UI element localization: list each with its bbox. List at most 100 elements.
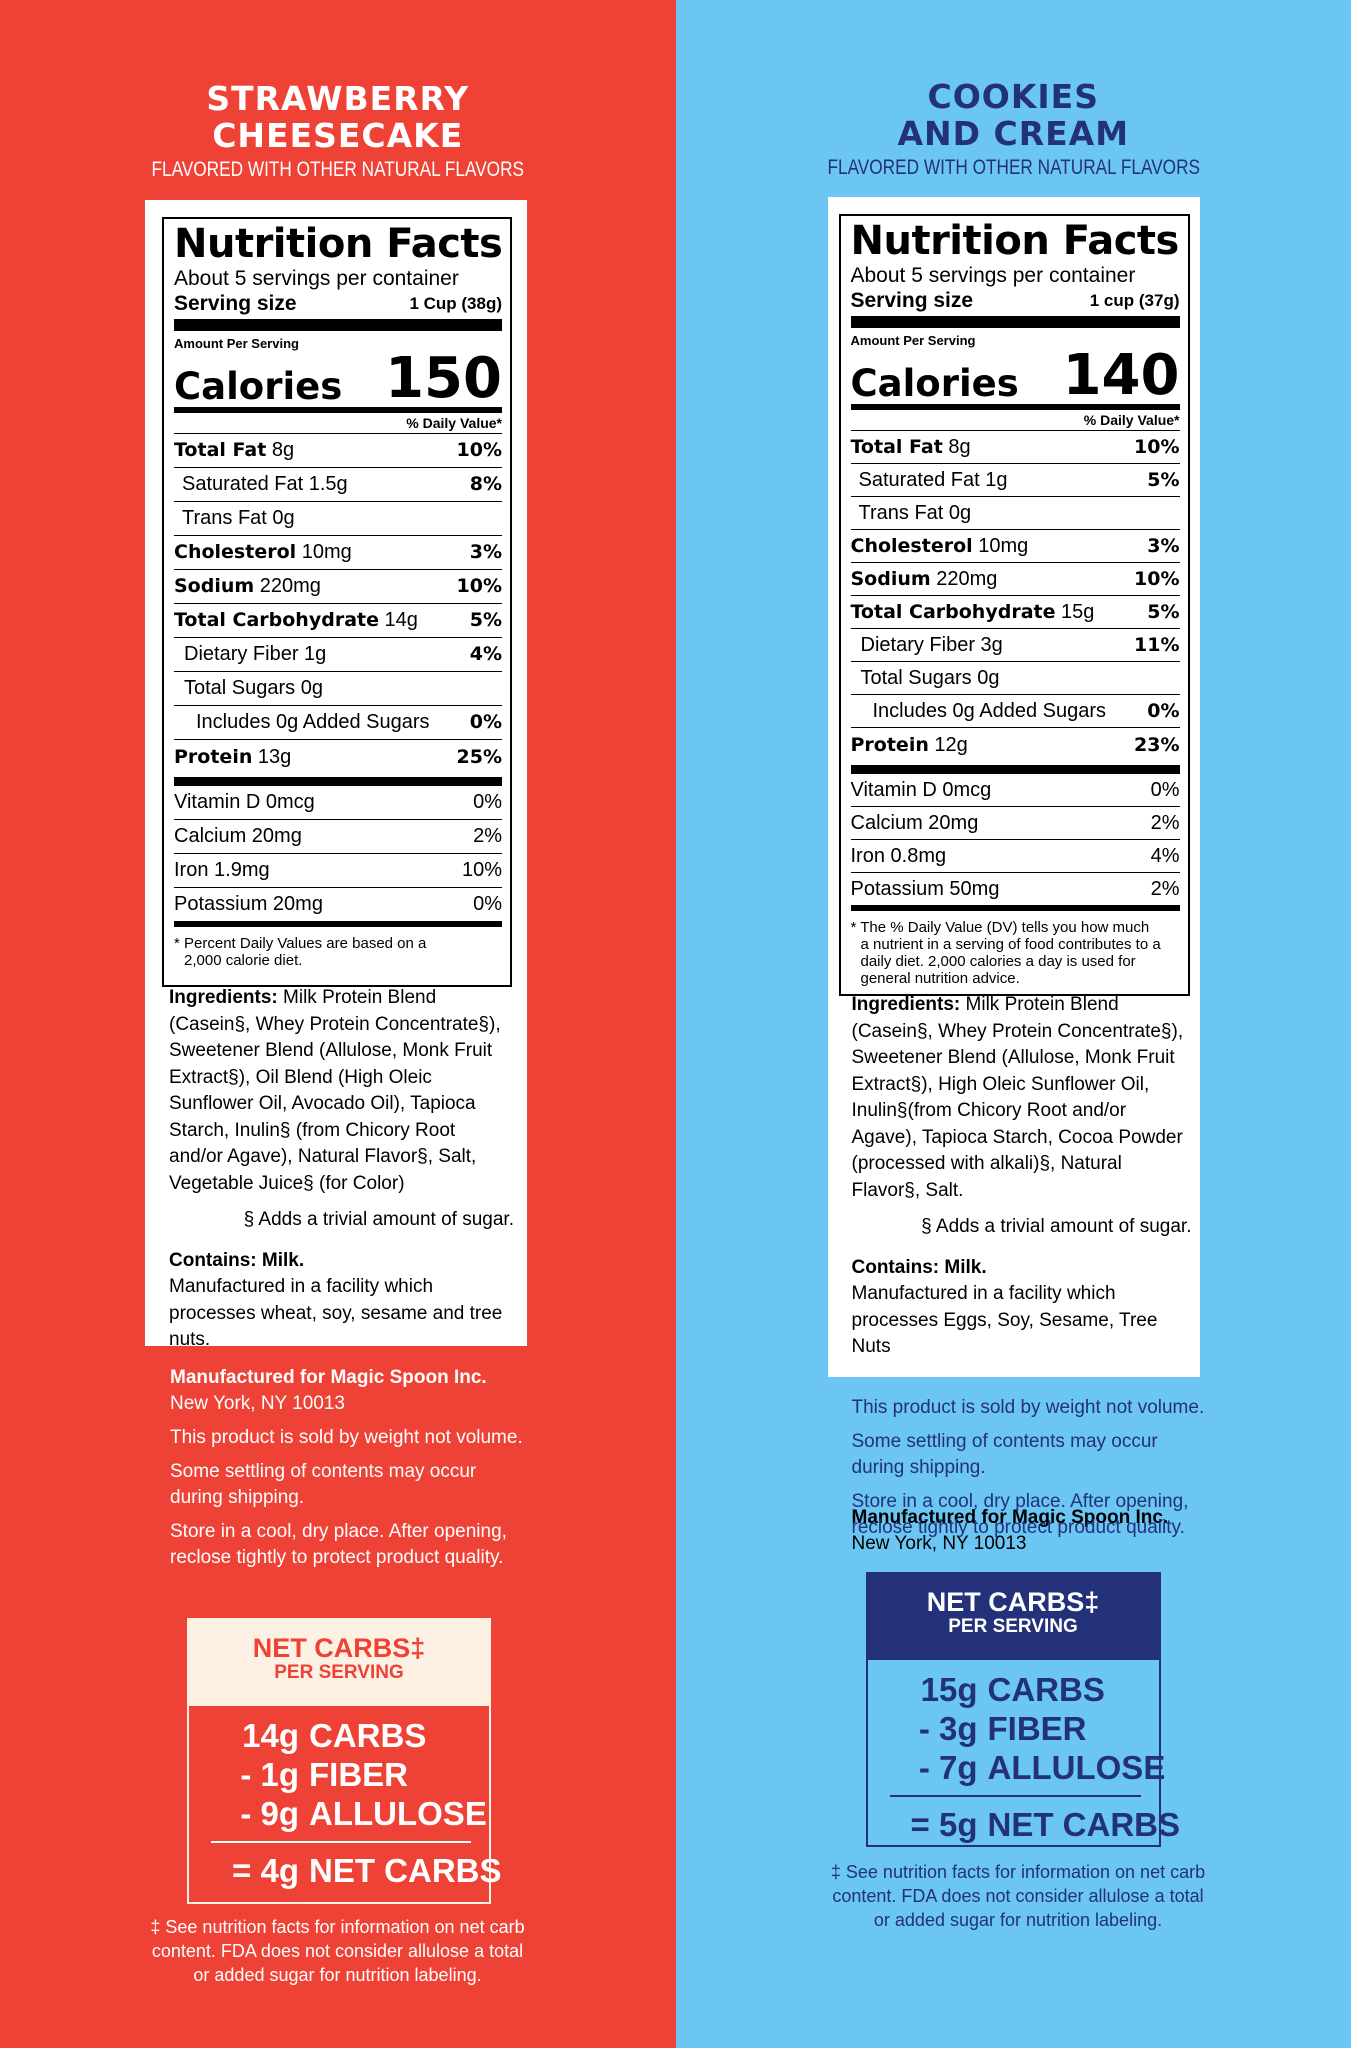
nf-title: Nutrition Facts [850, 218, 1180, 264]
contains-allergen: Contains: Milk. [169, 1249, 305, 1271]
net-line-carbs: 15g CARBS [920, 1671, 1105, 1708]
nf-row-trans-fat: Trans Fat 0g [174, 502, 502, 536]
nf-title: Nutrition Facts [174, 221, 503, 267]
nf-row-calcium: Calcium 20mg 2% [850, 807, 1180, 840]
nf-row-vitamin-d: Vitamin D 0mcg 0% [850, 774, 1180, 807]
net-carbs-lines: 15g CARBS - 3g FIBER - 7g ALLULOSE = 5g NET … [868, 1660, 1181, 1844]
net-line-fiber: - 1g FIBER [240, 1756, 408, 1793]
nf-row-potassium: Potassium 50mg 2% [850, 873, 1180, 911]
nf-calories: Calories 140 [850, 343, 1180, 410]
net-line-total: = 5g NET CARBS [910, 1806, 1181, 1843]
strawberry-cheesecake-panel: STRAWBERRY CHEESECAKE FLAVORED WITH OTHE… [0, 0, 676, 2048]
flavor-title-line1: COOKIES [927, 77, 1099, 116]
nf-row-sodium: Sodium 220mg 10% [174, 570, 502, 604]
note-storage: Store in a cool, dry place. After openin… [170, 1521, 507, 1568]
nf-row-total-fat: Total Fat 8g 10% [850, 431, 1180, 464]
nf-calories-value: 140 [1062, 343, 1180, 408]
label-white-panel: Nutrition Facts About 5 servings per con… [827, 197, 1200, 1554]
net-carbs-disclaimer: ‡ See nutrition facts for information on… [830, 1862, 1206, 1930]
note-settling: Some settling of contents may occur duri… [170, 1461, 477, 1508]
nf-dv-header: % Daily Value* [174, 413, 502, 434]
nf-row-added-sugars: Includes 0g Added Sugars 0% [174, 706, 502, 740]
cookies-and-cream-panel: COOKIES AND CREAM FLAVORED WITH OTHER NA… [675, 0, 1351, 2048]
nf-row-dietary-fiber: Dietary Fiber 3g 11% [850, 629, 1180, 662]
nutrition-facts-box: Nutrition Facts About 5 servings per con… [162, 217, 512, 987]
nf-serving-size-value: 1 cup (37g) [1089, 291, 1180, 310]
nutrition-facts-box: Nutrition Facts About 5 servings per con… [838, 214, 1190, 996]
label-white-panel: Nutrition Facts About 5 servings per con… [145, 200, 527, 1350]
nf-calories: Calories 150 [174, 351, 502, 413]
manufacturer-city: New York, NY 10013 [851, 1533, 1027, 1554]
flavor-title-line2: CHEESECAKE [212, 116, 464, 155]
nf-calories-value: 150 [385, 346, 502, 411]
flavor-title-line2: AND CREAM [897, 114, 1130, 153]
note-weight: This product is sold by weight not volum… [851, 1397, 1205, 1418]
nf-row-vitamin-d: Vitamin D 0mcg 0% [174, 786, 502, 820]
manufacturer-name: Manufactured for Magic Spoon Inc. [851, 1507, 1169, 1528]
nf-row-protein: Protein 12g 23% [850, 728, 1180, 774]
flavor-subtitle: FLAVORED WITH OTHER NATURAL FLAVORS [826, 156, 1200, 179]
net-line-carbs: 14g CARBS [242, 1717, 427, 1754]
net-carbs-box: NET CARBS‡ PER SERVING 15g CARBS - 3g FIBE… [865, 1572, 1181, 1847]
product-notes: This product is sold by weight not volum… [852, 1395, 1212, 1549]
facility-note: Manufactured in a facility which process… [851, 1283, 1158, 1357]
nf-calories-label: Calories [174, 365, 343, 408]
nf-row-trans-fat: Trans Fat 0g [850, 497, 1180, 530]
nf-serving-size-label: Serving size [174, 292, 297, 315]
nf-amount-per-serving: Amount Per Serving [174, 336, 299, 351]
nf-row-iron: Iron 0.8mg 4% [850, 840, 1180, 873]
nf-row-total-sugars: Total Sugars 0g [174, 672, 502, 706]
note-storage: Store in a cool, dry place. After openin… [851, 1491, 1189, 1538]
sugar-note: § Adds a trivial amount of sugar. [243, 1209, 514, 1230]
nf-row-cholesterol: Cholesterol 10mg 3% [174, 536, 502, 570]
nf-servings: About 5 servings per container [174, 267, 459, 290]
facility-note: Manufactured in a facility which process… [169, 1276, 503, 1350]
net-carbs-divider [211, 1841, 471, 1843]
net-carbs-disclaimer: ‡ See nutrition facts for information on… [150, 1917, 525, 1985]
net-line-fiber: - 3g FIBER [918, 1710, 1087, 1747]
nf-row-total-carbohydrate: Total Carbohydrate 14g 5% [174, 604, 502, 638]
nf-row-sodium: Sodium 220mg 10% [850, 563, 1180, 596]
manufacturer-info: Manufactured for Magic Spoon Inc. New Yo… [852, 1505, 1169, 1557]
net-line-allulose: - 9g ALLULOSE [240, 1795, 487, 1832]
net-carbs-header: NET CARBS‡ PER SERVING [867, 1574, 1159, 1660]
manufacturer-city: New York, NY 10013 [170, 1393, 345, 1414]
flavor-title: COOKIES AND CREAM [676, 78, 1351, 152]
nf-footnote: * Percent Daily Values are based on a 2,… [174, 935, 427, 969]
nf-row-cholesterol: Cholesterol 10mg 3% [850, 530, 1180, 563]
nf-serving-size: Serving size 1 cup (37g) [850, 288, 1180, 328]
nf-serving-size-value: 1 Cup (38g) [409, 294, 502, 313]
note-settling: Some settling of contents may occur duri… [851, 1431, 1158, 1478]
nf-row-potassium: Potassium 20mg 0% [174, 888, 502, 927]
nf-row-calcium: Calcium 20mg 2% [174, 820, 502, 854]
nf-serving-size: Serving size 1 Cup (38g) [174, 291, 502, 331]
net-carbs-header: NET CARBS‡ PER SERVING [189, 1620, 489, 1706]
nf-calories-label: Calories [850, 362, 1019, 405]
net-carbs-divider [889, 1795, 1141, 1797]
nf-amount-per-serving: Amount Per Serving [850, 333, 976, 348]
nf-footnote: * The % Daily Value (DV) tells you how m… [850, 919, 1161, 987]
nf-servings: About 5 servings per container [850, 264, 1136, 287]
flavor-title-line1: STRAWBERRY [206, 79, 470, 118]
nf-row-saturated-fat: Saturated Fat 1.5g 8% [174, 468, 502, 502]
nf-row-total-carbohydrate: Total Carbohydrate 15g 5% [850, 596, 1180, 629]
ingredients-text: Ingredients: Milk Protein Blend (Casein§… [851, 994, 1184, 1201]
ingredients-text: Ingredients: Milk Protein Blend (Casein§… [169, 987, 501, 1194]
net-line-total: = 4g NET CARBS [232, 1852, 502, 1889]
nf-row-protein: Protein 13g 25% [174, 740, 502, 786]
manufacturer-name: Manufactured for Magic Spoon Inc. [170, 1367, 487, 1388]
nf-serving-size-label: Serving size [850, 289, 974, 312]
contains-allergen: Contains: Milk. [851, 1256, 987, 1278]
ingredients-block: Ingredients: Milk Protein Blend (Casein§… [852, 992, 1192, 1361]
net-line-allulose: - 7g ALLULOSE [918, 1749, 1166, 1786]
note-weight: This product is sold by weight not volum… [170, 1427, 523, 1448]
nf-row-added-sugars: Includes 0g Added Sugars 0% [850, 695, 1180, 728]
net-carbs-box: NET CARBS‡ PER SERVING 14g CARBS - 1g FIBE… [187, 1618, 502, 1904]
sugar-note: § Adds a trivial amount of sugar. [921, 1216, 1192, 1237]
flavor-title: STRAWBERRY CHEESECAKE [0, 80, 676, 154]
manufacturer-notes: Manufactured for Magic Spoon Inc. New Yor… [170, 1365, 530, 1579]
nf-row-iron: Iron 1.9mg 10% [174, 854, 502, 888]
nf-row-total-sugars: Total Sugars 0g [850, 662, 1180, 695]
nf-row-saturated-fat: Saturated Fat 1g 5% [850, 464, 1180, 497]
